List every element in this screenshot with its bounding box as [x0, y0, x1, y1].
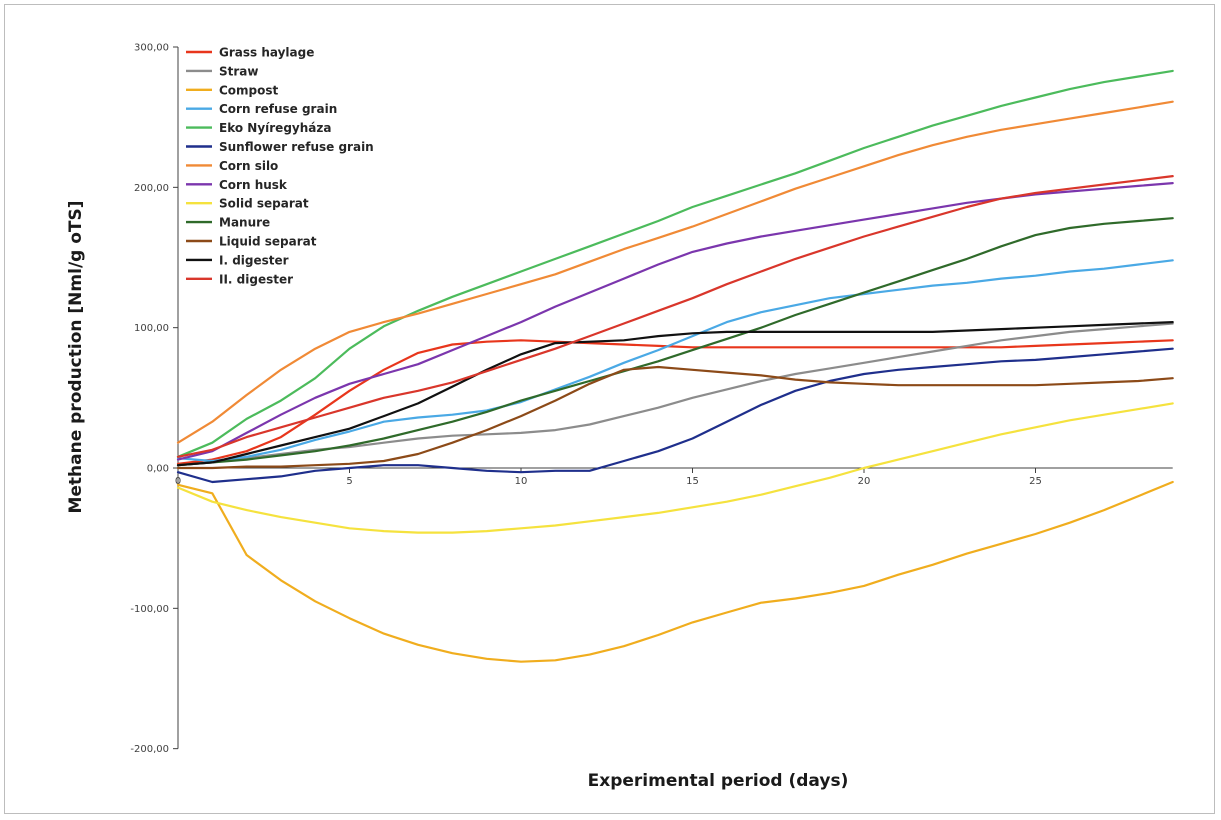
series-line: [176, 365, 1174, 470]
legend-item: Eko Nyíregyháza: [186, 121, 331, 135]
legend-item: Corn silo: [186, 159, 278, 173]
legend-label: Grass haylage: [219, 46, 314, 60]
series-line: [176, 402, 1174, 534]
y-axis-title: Methane production [Nml/g oTS]: [66, 200, 86, 513]
legend-label: Manure: [219, 216, 270, 230]
x-axis-title: Experimental period (days): [588, 771, 849, 791]
legend-label: Straw: [219, 64, 258, 78]
legend-label: Corn silo: [219, 159, 278, 173]
legend-label: I. digester: [219, 253, 289, 267]
x-tick-label: 5: [346, 476, 352, 487]
legend-item: I. digester: [186, 253, 289, 267]
legend-label: Compost: [219, 83, 279, 97]
series-line: [176, 347, 1174, 484]
legend-label: Eko Nyíregyháza: [219, 121, 331, 135]
x-tick-label: 20: [858, 476, 871, 487]
legend-label: Corn refuse grain: [219, 102, 337, 116]
chart-frame: [4, 4, 1215, 814]
legend-label: Corn husk: [219, 178, 288, 192]
series-line: [176, 175, 1174, 458]
y-tick-label: 200,00: [134, 183, 169, 194]
legend-item: Corn refuse grain: [186, 102, 337, 116]
y-tick-label: -100,00: [130, 604, 169, 615]
series-line: [176, 100, 1174, 444]
series-line: [176, 69, 1174, 458]
series-line: [176, 480, 1174, 663]
x-tick-label: 15: [686, 476, 699, 487]
series-line: [176, 259, 1174, 463]
legend-item: II. digester: [186, 272, 293, 286]
legend-label: II. digester: [219, 272, 293, 286]
x-tick-label: 0: [175, 476, 181, 487]
x-tick-label: 25: [1029, 476, 1042, 487]
legend-item: Straw: [186, 64, 258, 78]
legend-item: Liquid separat: [186, 235, 317, 249]
y-tick-label: -200,00: [130, 744, 169, 755]
legend-label: Solid separat: [219, 197, 309, 211]
series-line: [176, 217, 1174, 467]
y-tick-label: 0,00: [147, 464, 169, 475]
series-line: [176, 182, 1174, 461]
legend-item: Corn husk: [186, 178, 288, 192]
x-tick-label: 10: [515, 476, 528, 487]
legend-label: Sunflower refuse grain: [219, 140, 374, 154]
y-tick-label: 300,00: [134, 43, 169, 54]
series-line: [176, 321, 1174, 467]
legend-item: Grass haylage: [186, 46, 314, 60]
legend-item: Solid separat: [186, 197, 309, 211]
legend-item: Compost: [186, 83, 279, 97]
legend-label: Liquid separat: [219, 235, 317, 249]
plot-lines: [176, 69, 1174, 663]
legend-item: Manure: [186, 216, 270, 230]
legend-item: Sunflower refuse grain: [186, 140, 374, 154]
legend: Grass haylage Straw Compost Corn refuse gra…: [186, 46, 374, 286]
y-tick-label: 100,00: [134, 323, 169, 334]
series-line: [176, 339, 1174, 465]
